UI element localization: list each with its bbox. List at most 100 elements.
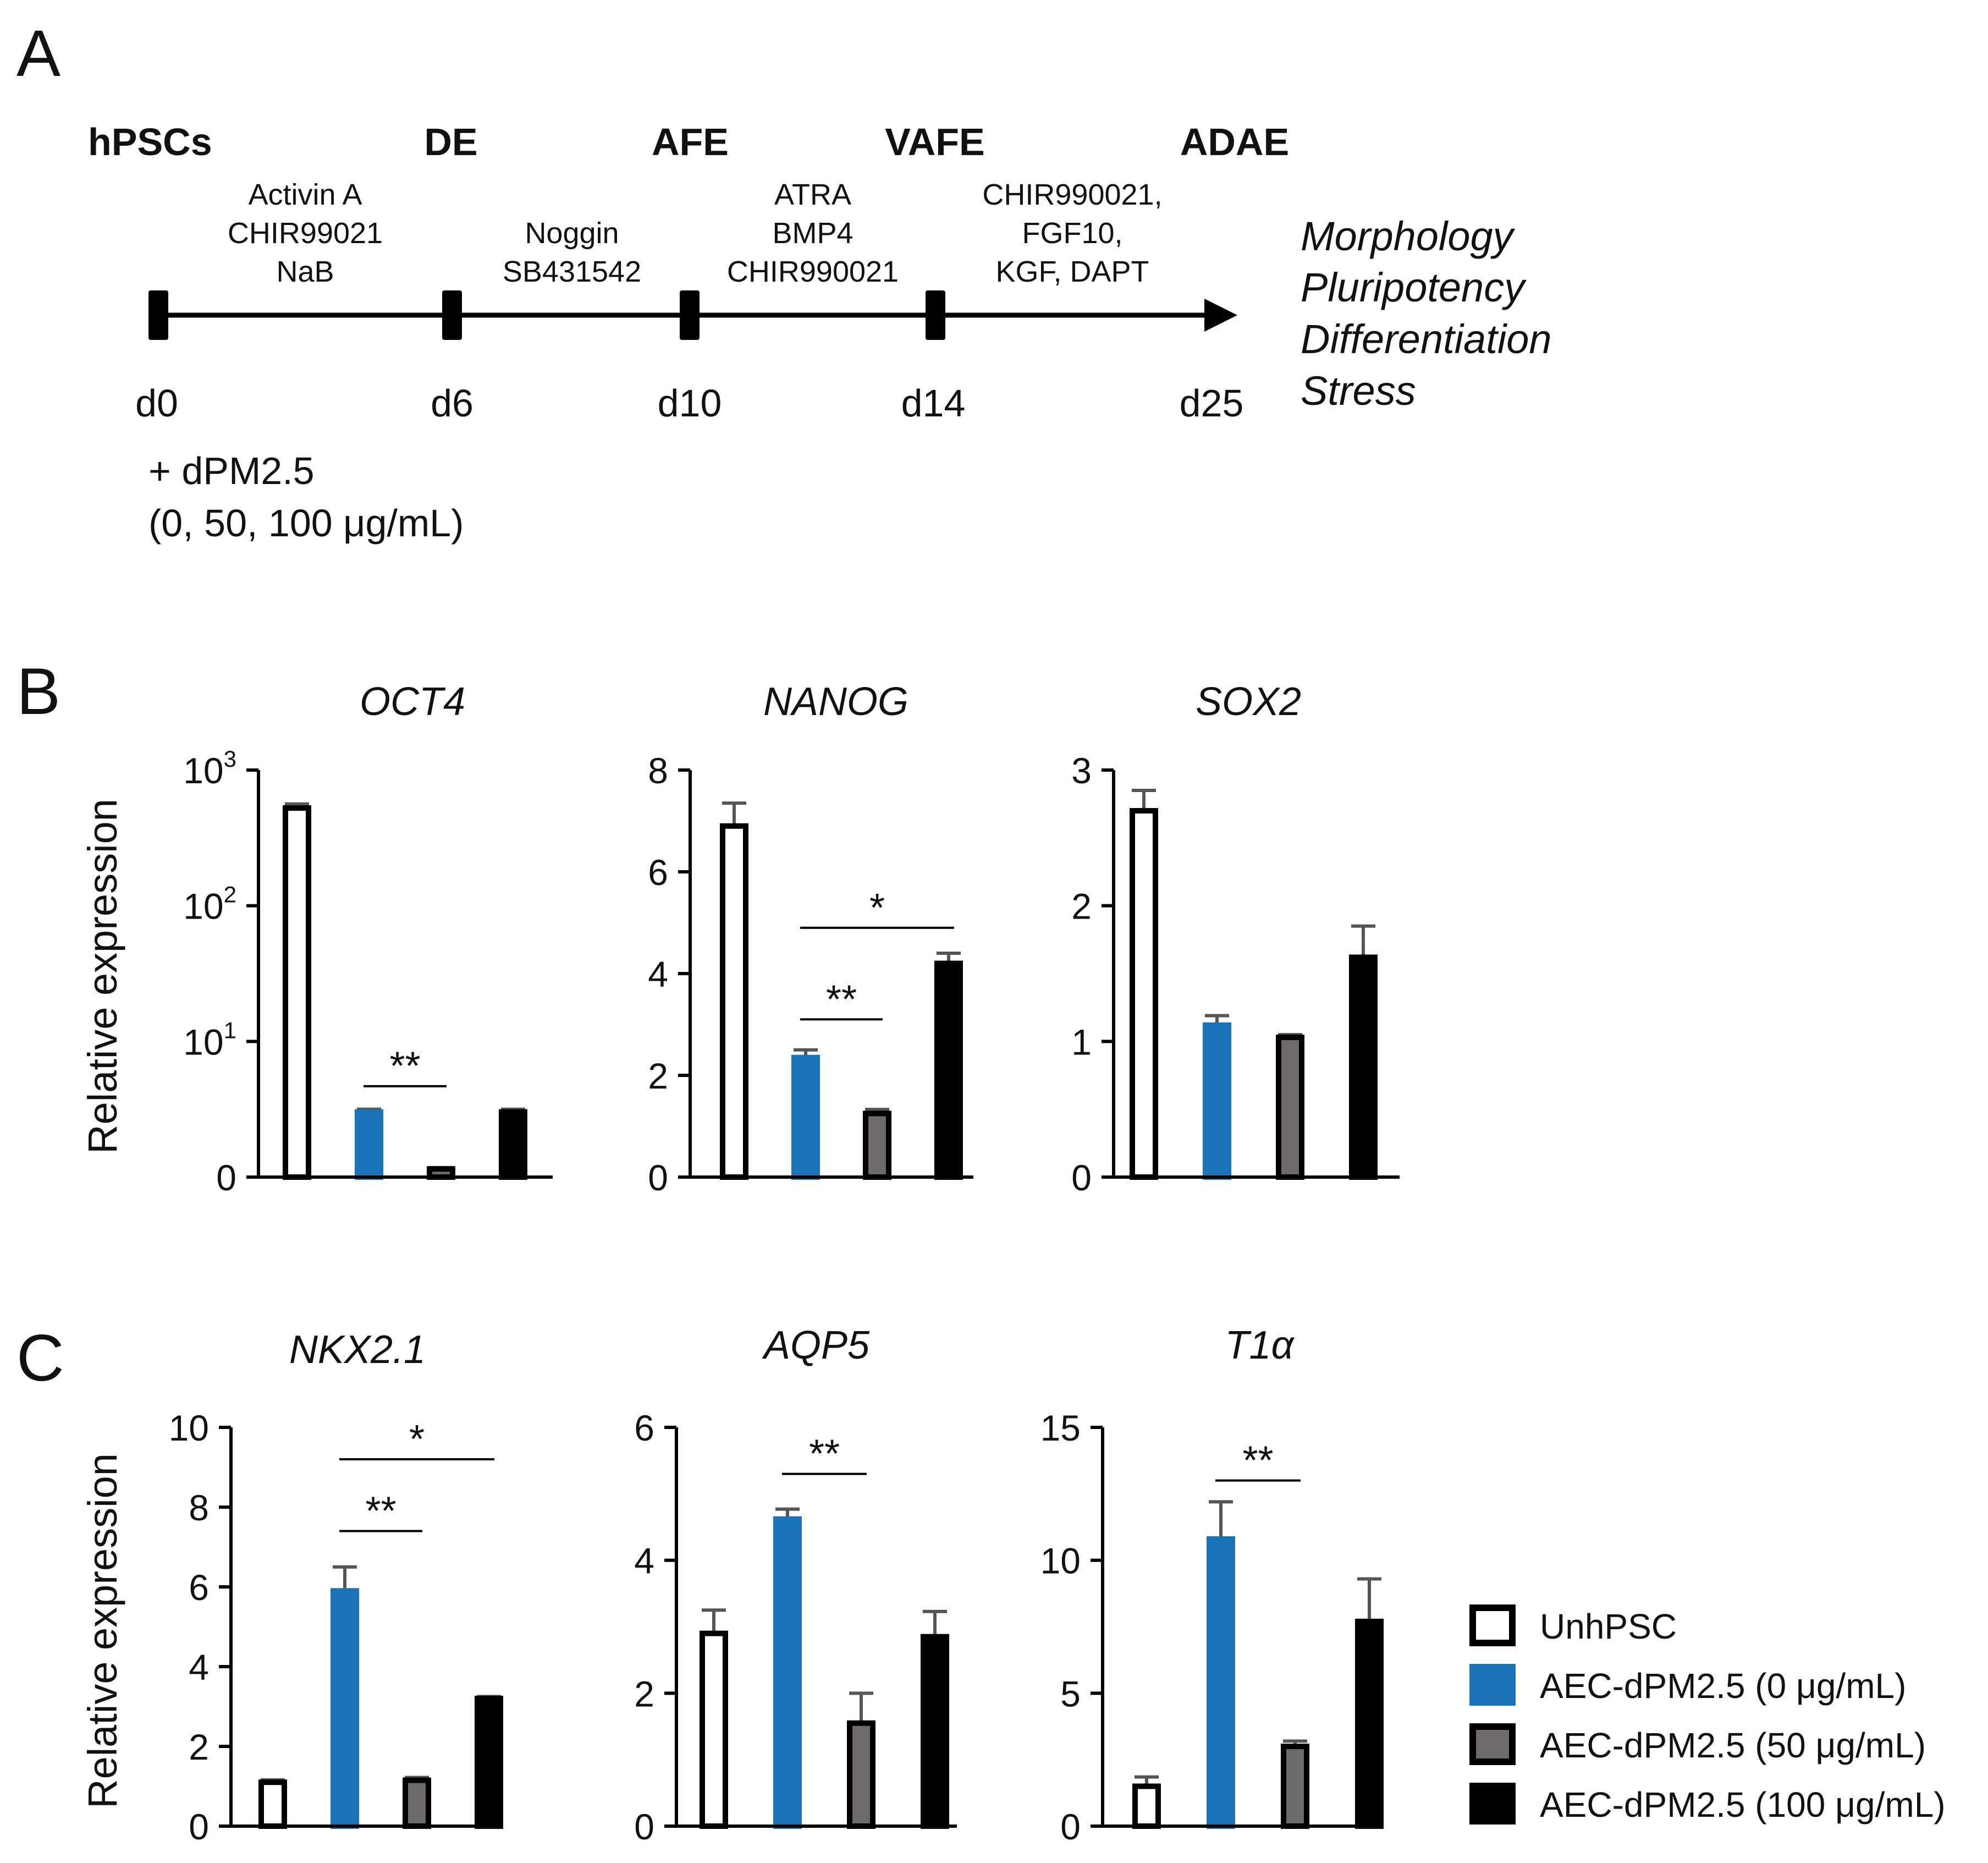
bar-p100 xyxy=(1355,1618,1384,1829)
factor-label: CHIR99021 xyxy=(228,217,383,250)
day-label: d6 xyxy=(431,382,473,425)
bar-ctrl xyxy=(1203,1022,1231,1180)
panel-label-b: B xyxy=(16,655,60,728)
y-tick-label: 5 xyxy=(1060,1673,1081,1714)
y-tick-label: 0 xyxy=(648,1157,668,1198)
significance-label: ** xyxy=(809,1432,840,1476)
y-tick-label: 8 xyxy=(189,1487,209,1528)
day-label: d14 xyxy=(901,382,966,425)
factor-label: CHIR990021, xyxy=(982,178,1162,211)
y-tick-label: 2 xyxy=(1071,886,1092,927)
stage-label: hPSCs xyxy=(88,120,212,163)
legend-label: AEC-dPM2.5 (0 μg/mL) xyxy=(1540,1666,1906,1706)
treatment-label: (0, 50, 100 μg/mL) xyxy=(148,502,464,545)
day-label: d25 xyxy=(1180,382,1244,425)
y-tick-label: 2 xyxy=(648,1056,668,1096)
y-tick-label: 0 xyxy=(1060,1806,1081,1847)
legend: UnhPSC AEC-dPM2.5 (0 μg/mL) AEC-dPM2.5 (50… xyxy=(1469,1604,1946,1824)
y-tick-label: 2 xyxy=(634,1673,654,1714)
timeline-tick xyxy=(148,290,168,340)
chart-t1a: T1α 0 5 10 15 ** xyxy=(1040,1323,1384,1847)
timeline-tick xyxy=(442,290,462,340)
factor-label: CHIR990021 xyxy=(727,255,899,288)
y-tick-exponent: 3 xyxy=(224,746,236,772)
y-tick-label: 0 xyxy=(634,1806,654,1847)
stage-label: AFE xyxy=(652,120,729,163)
y-tick-label: 6 xyxy=(634,1408,654,1448)
bar-ctrl xyxy=(1207,1536,1235,1829)
y-tick-label: 0 xyxy=(1071,1157,1092,1198)
y-tick-exponent: 1 xyxy=(224,1017,236,1043)
chart-aqp5: AQP5 0 2 4 6 ** xyxy=(634,1323,957,1847)
panel-label-a: A xyxy=(16,17,60,90)
bar-ctrl xyxy=(331,1588,359,1829)
bar-unh xyxy=(283,805,311,1180)
readout-label: Pluripotency xyxy=(1301,265,1527,310)
legend-swatch-p100 xyxy=(1469,1783,1516,1824)
day-label: d0 xyxy=(135,382,178,425)
legend-swatch-p50 xyxy=(1469,1723,1516,1765)
bar-unh xyxy=(1132,1783,1161,1829)
significance-label: * xyxy=(409,1417,425,1461)
stage-label: ADAE xyxy=(1180,120,1289,163)
y-tick-label: 15 xyxy=(1040,1408,1081,1448)
factor-label: KGF, DAPT xyxy=(995,255,1149,288)
y-tick-label: 6 xyxy=(648,852,668,893)
timeline-tick xyxy=(926,290,945,340)
legend-label: AEC-dPM2.5 (50 μg/mL) xyxy=(1540,1725,1926,1765)
factor-label: ATRA xyxy=(774,178,851,211)
chart-title: NANOG xyxy=(763,680,908,724)
bar-p50 xyxy=(847,1720,875,1829)
y-tick-label: 4 xyxy=(189,1647,209,1688)
chart-sox2: SOX2 0 1 2 3 xyxy=(1071,680,1400,1198)
factor-label: Noggin xyxy=(525,217,619,250)
bar-p50 xyxy=(403,1777,431,1829)
y-tick-exponent: 2 xyxy=(224,882,236,908)
y-tick-label: 8 xyxy=(648,750,668,791)
significance-label: ** xyxy=(1242,1439,1273,1483)
chart-title: SOX2 xyxy=(1196,680,1301,724)
y-tick-label: 10 xyxy=(169,1408,209,1448)
significance-label: * xyxy=(869,886,885,930)
bar-ctrl xyxy=(773,1516,802,1829)
factor-label: SB431542 xyxy=(503,255,641,288)
treatment-label: + dPM2.5 xyxy=(148,449,315,492)
day-label: d10 xyxy=(658,382,722,425)
y-tick-label: 1 xyxy=(1071,1021,1092,1062)
y-tick-label: 0 xyxy=(216,1157,236,1198)
bar-ctrl xyxy=(355,1109,383,1180)
readout-label: Differentiation xyxy=(1301,316,1552,362)
readout-label: Morphology xyxy=(1301,213,1516,259)
bar-p50 xyxy=(863,1111,891,1180)
y-tick-label: 2 xyxy=(189,1727,209,1767)
bar-unh xyxy=(1130,808,1158,1180)
significance-label: ** xyxy=(365,1490,396,1534)
timeline-arrowhead xyxy=(1204,299,1237,332)
factor-label: NaB xyxy=(276,255,334,288)
y-tick-label: 10 xyxy=(1040,1541,1081,1581)
timeline-tick xyxy=(680,290,700,340)
bar-p50 xyxy=(1276,1034,1304,1180)
significance-label: ** xyxy=(826,977,857,1021)
readout-label: Stress xyxy=(1301,368,1416,414)
stage-label: DE xyxy=(424,120,477,163)
chart-title: NKX2.1 xyxy=(289,1328,426,1372)
factor-label: FGF10, xyxy=(1022,217,1122,250)
bar-p100 xyxy=(475,1696,503,1829)
bar-p100 xyxy=(921,1634,949,1829)
y-axis-label: Relative expression xyxy=(80,1453,125,1809)
y-tick-label: 3 xyxy=(1071,750,1092,791)
chart-title: T1α xyxy=(1225,1323,1295,1367)
bar-unh xyxy=(258,1779,287,1829)
bar-p100 xyxy=(1349,954,1378,1180)
bar-ctrl xyxy=(791,1054,820,1180)
legend-label: UnhPSC xyxy=(1540,1607,1677,1646)
chart-title: OCT4 xyxy=(360,680,465,724)
y-tick-label: 4 xyxy=(648,954,668,994)
factor-label: Activin A xyxy=(248,178,362,211)
stage-label: VAFE xyxy=(885,120,985,163)
bar-p50 xyxy=(1281,1744,1309,1829)
